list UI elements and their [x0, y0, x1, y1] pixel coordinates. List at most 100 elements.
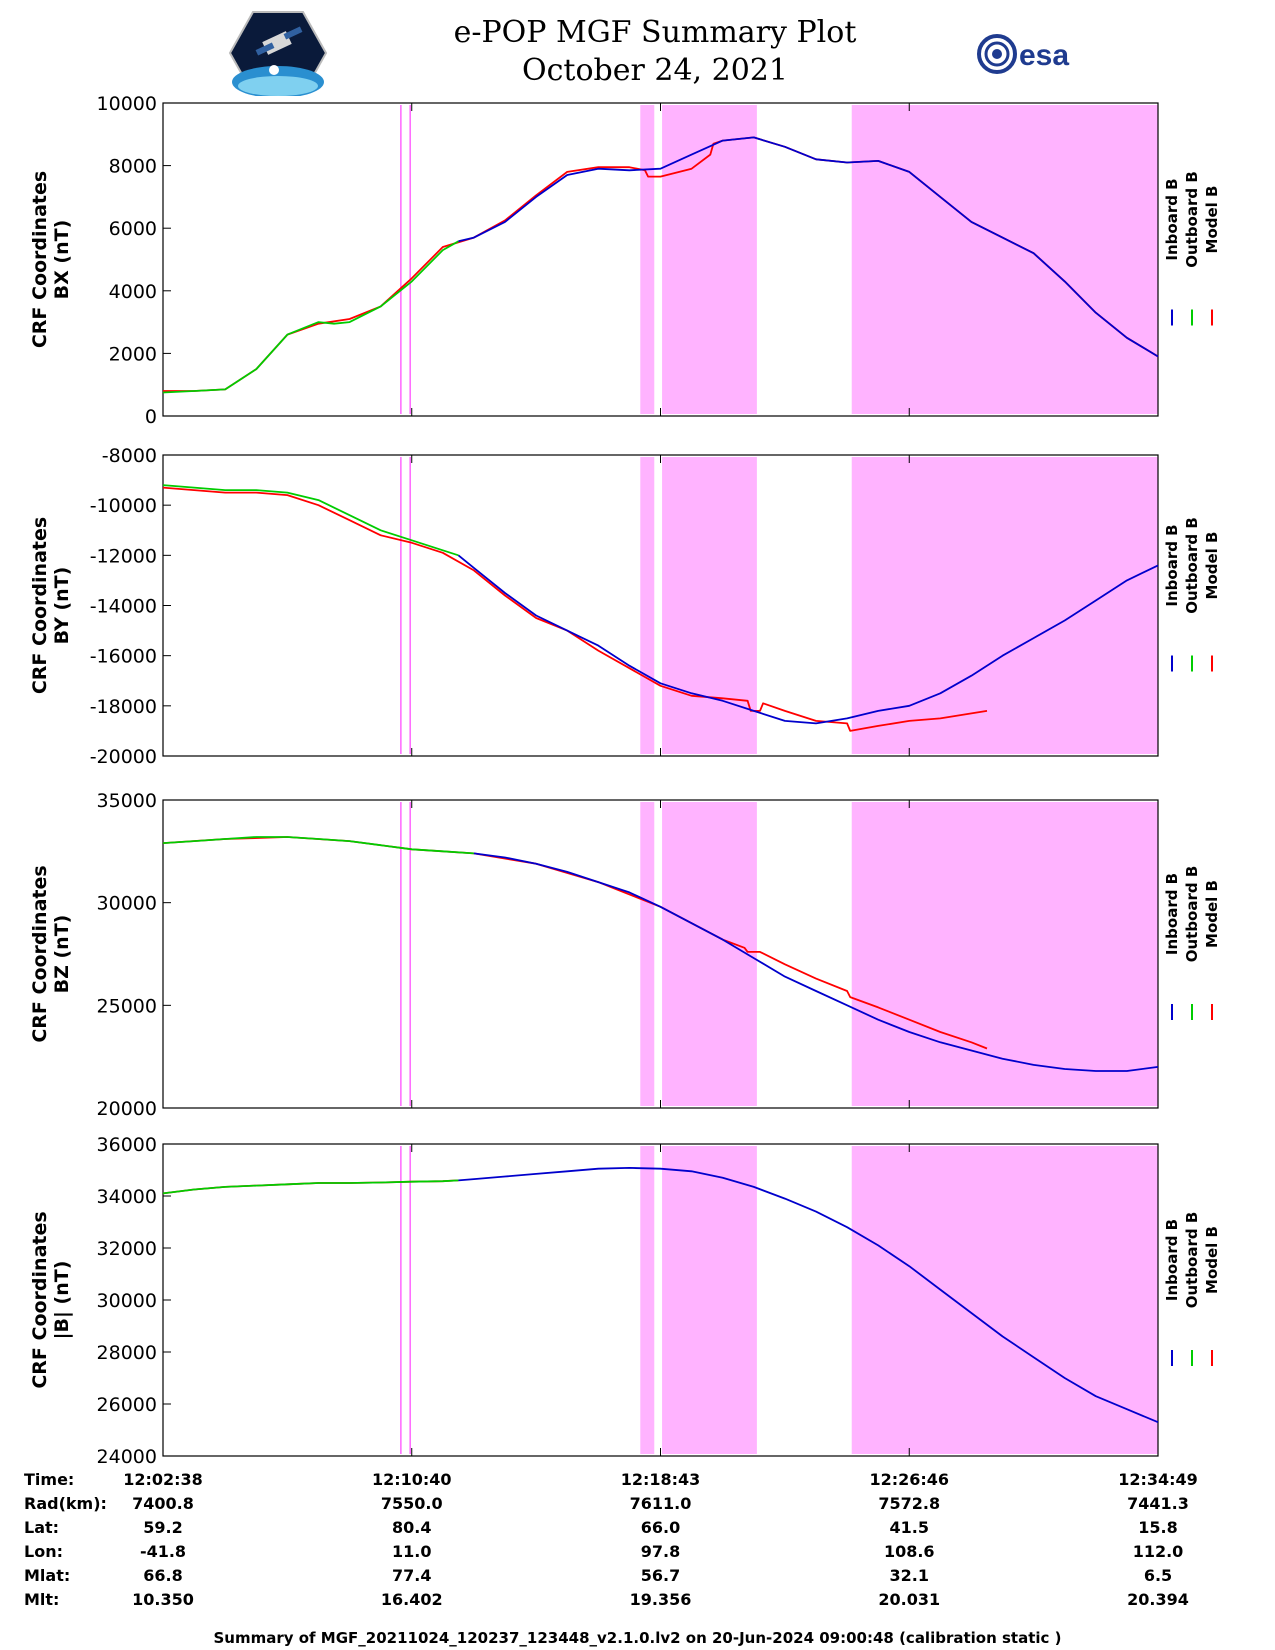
info-cell: 12:18:43 [620, 1470, 701, 1489]
shaded-interval-3 [662, 457, 757, 754]
y-tick-label: -14000 [90, 596, 157, 618]
y-tick-label: 35000 [97, 790, 157, 812]
plot-date: October 24, 2021 [522, 53, 788, 88]
info-cell: 20.031 [878, 1590, 941, 1609]
series-inboard-b [473, 852, 1159, 1072]
y-tick-label: 30000 [97, 893, 157, 915]
y-tick-label: -12000 [90, 545, 157, 567]
info-cell: 56.7 [640, 1566, 681, 1585]
series-outboard-b [162, 484, 459, 557]
plot-title: e-POP MGF Summary Plot [453, 15, 857, 50]
y-tick-label: 30000 [97, 1290, 157, 1312]
info-cell: 97.8 [640, 1542, 681, 1561]
info-row-label: Mlat: [24, 1566, 71, 1585]
y-tick-label: -18000 [90, 696, 157, 718]
legend-label: Inboard B [1163, 873, 1181, 955]
info-cell: 77.4 [392, 1566, 432, 1585]
shaded-interval-3 [662, 802, 757, 1106]
info-cell: 7400.8 [132, 1494, 194, 1513]
panel-3: 20000 25000 30000 35000 CRF Coordinates BZ (n… [29, 790, 1221, 1120]
shaded-interval-3 [662, 1146, 757, 1454]
shaded-interval-4 [851, 802, 1158, 1106]
panel-4: 24000 26000 28000 30000 32000 34000 36000 CRF C… [29, 1134, 1221, 1468]
info-cell: -41.8 [139, 1542, 187, 1561]
legend-label: Model B [1203, 532, 1221, 600]
info-row-label: Lon: [24, 1542, 63, 1561]
series-outboard-b [162, 836, 474, 855]
y-tick-label: 25000 [97, 995, 157, 1017]
y-tick-label: 20000 [97, 1098, 157, 1120]
legend-label: Model B [1203, 186, 1221, 254]
info-cell: 12:34:49 [1118, 1470, 1198, 1489]
y-tick-label: 8000 [109, 156, 157, 178]
shaded-interval-4 [851, 1146, 1158, 1454]
legend-label: Inboard B [1163, 524, 1181, 606]
series-outboard-b [162, 1179, 459, 1195]
info-cell: 11.0 [392, 1542, 432, 1561]
info-cell: 20.394 [1127, 1590, 1189, 1609]
y-tick-label: 2000 [109, 343, 157, 365]
info-cell: 15.8 [1138, 1518, 1178, 1537]
info-cell: 7572.8 [878, 1494, 941, 1513]
info-cell: 59.2 [143, 1518, 183, 1537]
info-cell: 41.5 [889, 1518, 929, 1537]
info-row-label: Time: [24, 1470, 75, 1489]
info-row-label: Rad(km): [24, 1494, 107, 1513]
info-cell: 7550.0 [380, 1494, 443, 1513]
esa-logo-icon: esa [977, 34, 1069, 74]
legend-label: Outboard B [1183, 1212, 1201, 1309]
info-cell: 6.5 [1143, 1566, 1173, 1585]
y-axis-label-line-1: CRF Coordinates [29, 865, 51, 1042]
info-cell: 12:10:40 [371, 1470, 452, 1489]
shaded-interval-2 [640, 105, 655, 414]
panel-1: 0 2000 4000 6000 8000 10000 CRF Coordinates BX … [29, 93, 1221, 428]
info-cell: 80.4 [392, 1518, 432, 1537]
info-cell: 112.0 [1132, 1542, 1184, 1561]
y-axis-label-line-1: CRF Coordinates [29, 517, 51, 694]
y-axis-label-line-1: CRF Coordinates [29, 1211, 51, 1388]
y-tick-label: -10000 [90, 495, 157, 517]
series-model-b [162, 486, 988, 732]
y-tick-label: 26000 [97, 1394, 157, 1416]
series-inboard-b [458, 136, 1159, 358]
y-axis-label-line-2: BZ (nT) [51, 915, 73, 994]
y-tick-label: -8000 [102, 445, 157, 467]
info-cell: 108.6 [883, 1542, 935, 1561]
legend-label: Outboard B [1183, 171, 1201, 268]
series-inboard-b [458, 1167, 1159, 1424]
series-outboard-b [162, 240, 459, 394]
y-tick-label: 0 [145, 406, 157, 428]
y-tick-label: 32000 [97, 1238, 157, 1260]
footer-summary: Summary of MGF_20211024_120237_123448_v2… [213, 1629, 1062, 1647]
info-cell: 32.1 [889, 1566, 929, 1585]
shaded-interval-3 [662, 105, 757, 414]
info-row-label: Lat: [24, 1518, 60, 1537]
y-axis-label-line-2: BY (nT) [51, 567, 73, 645]
info-cell: 10.350 [132, 1590, 194, 1609]
info-row-label: Mlt: [24, 1590, 60, 1609]
y-tick-label: 28000 [97, 1342, 157, 1364]
y-tick-label: 6000 [109, 218, 157, 240]
y-axis-label-line-2: BX (nT) [51, 220, 73, 300]
legend-label: Inboard B [1163, 1219, 1181, 1301]
shaded-interval-4 [851, 105, 1158, 414]
y-tick-label: 36000 [97, 1134, 157, 1156]
info-cell: 16.402 [380, 1590, 443, 1609]
info-cell: 66.8 [143, 1566, 183, 1585]
y-tick-label: 4000 [109, 281, 157, 303]
series-inboard-b [457, 554, 1159, 725]
shaded-interval-2 [640, 457, 655, 754]
y-axis-label-line-2: |B| (nT) [51, 1261, 73, 1340]
info-cell: 12:26:46 [869, 1470, 950, 1489]
y-tick-label: -20000 [90, 746, 157, 768]
legend-label: Outboard B [1183, 866, 1201, 963]
shaded-interval-2 [640, 1146, 655, 1454]
panel-2: -20000 -18000 -16000 -14000 -12000 -10000 -800… [29, 445, 1221, 768]
info-cell: 12:02:38 [123, 1470, 203, 1489]
esa-logo-text: esa [1019, 39, 1069, 72]
shaded-interval-4 [851, 457, 1158, 754]
y-tick-label: -16000 [90, 646, 157, 668]
info-cell: 7611.0 [629, 1494, 692, 1513]
y-tick-label: 10000 [97, 93, 157, 115]
